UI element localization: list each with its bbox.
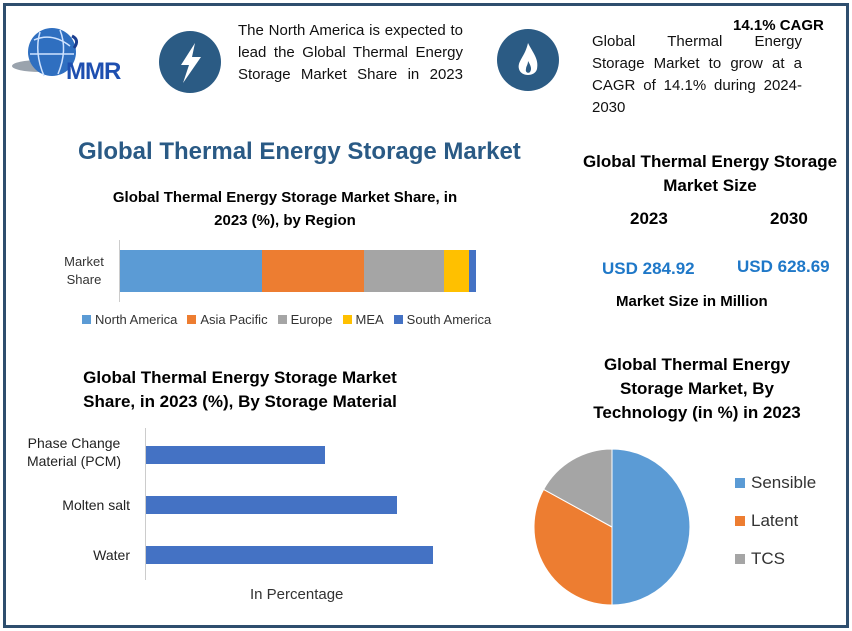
bar-segment-mea bbox=[443, 250, 469, 292]
pie-chart-title: Global Thermal Energy Storage Market, By… bbox=[593, 355, 801, 422]
bar-segment-north-america bbox=[120, 250, 263, 292]
logo-text: MMR bbox=[66, 58, 121, 85]
year-2023: 2023 bbox=[630, 209, 668, 228]
material-chart-title: Global Thermal Energy Storage Market Sha… bbox=[83, 368, 397, 411]
legend-swatch bbox=[82, 315, 91, 324]
header-left-text: The North America is expected to lead th… bbox=[238, 22, 463, 83]
legend-item: MEA bbox=[342, 312, 384, 327]
legend-label: North America bbox=[95, 312, 178, 327]
legend-item: Europe bbox=[277, 312, 333, 327]
region-category-label: Market Share bbox=[64, 254, 104, 287]
legend-label: Latent bbox=[751, 511, 799, 530]
legend-swatch bbox=[735, 554, 745, 564]
year-2030: 2030 bbox=[770, 209, 808, 228]
region-chart-title: Global Thermal Energy Storage Market Sha… bbox=[112, 189, 458, 229]
material-bar bbox=[146, 446, 326, 464]
legend-swatch bbox=[342, 315, 352, 324]
pie-slice-tcs bbox=[542, 448, 613, 528]
legend-label: Asia Pacific bbox=[200, 312, 268, 327]
infographic-frame bbox=[3, 3, 849, 628]
material-label: Molten salt bbox=[62, 497, 130, 513]
mmr-logo: MMR bbox=[10, 22, 155, 87]
legend-swatch bbox=[187, 315, 197, 324]
flame-icon bbox=[497, 29, 559, 91]
technology-pie bbox=[533, 448, 691, 606]
value-2030: USD 628.69 bbox=[737, 257, 830, 276]
lightning-icon bbox=[159, 31, 221, 93]
main-title: Global Thermal Energy Storage Market bbox=[78, 138, 521, 165]
pie-legend-item: Latent bbox=[735, 511, 798, 531]
legend-swatch bbox=[735, 478, 745, 488]
material-bar bbox=[146, 546, 433, 564]
bar-segment-asia-pacific bbox=[262, 250, 364, 292]
legend-label: Europe bbox=[290, 312, 333, 327]
pie-slice-latent bbox=[533, 488, 613, 606]
material-xlabel: In Percentage bbox=[250, 586, 344, 603]
bar-segment-south-america bbox=[468, 250, 476, 292]
pie-legend-item: TCS bbox=[735, 549, 785, 569]
legend-item: North America bbox=[82, 312, 177, 327]
market-size-title: Global Thermal Energy Storage Market Siz… bbox=[582, 152, 838, 195]
material-bar bbox=[146, 496, 398, 514]
material-label: Water bbox=[93, 547, 130, 563]
market-size-caption: Market Size in Million bbox=[616, 293, 768, 310]
cagr-badge: 14.1% CAGR bbox=[733, 17, 824, 34]
bar-segment-europe bbox=[363, 250, 444, 292]
region-axis-line bbox=[119, 240, 120, 302]
material-label: Phase Change Material (PCM) bbox=[26, 435, 122, 469]
legend-swatch bbox=[735, 516, 745, 526]
legend-label: Sensible bbox=[751, 473, 817, 492]
legend-item: South America bbox=[393, 312, 492, 327]
material-axis-line bbox=[145, 428, 146, 580]
pie-legend-item: Sensible bbox=[735, 473, 816, 493]
legend-label: South America bbox=[406, 312, 492, 327]
header-right-text: Global Thermal Energy Storage Market to … bbox=[592, 33, 802, 116]
region-stacked-bar bbox=[120, 250, 476, 292]
legend-swatch bbox=[277, 315, 287, 324]
legend-item: Asia Pacific bbox=[187, 312, 268, 327]
region-legend: North America Asia Pacific Europe MEA South … bbox=[82, 311, 532, 329]
value-2023: USD 284.92 bbox=[602, 259, 695, 278]
pie-slice-sensible bbox=[611, 448, 691, 606]
legend-label: TCS bbox=[751, 549, 785, 568]
legend-label: MEA bbox=[355, 312, 384, 327]
legend-swatch bbox=[393, 315, 403, 324]
